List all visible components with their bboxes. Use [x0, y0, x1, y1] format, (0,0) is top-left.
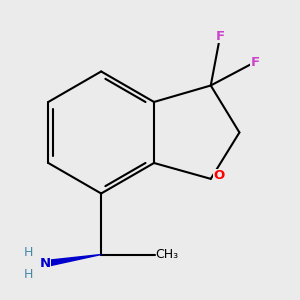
- Text: CH₃: CH₃: [155, 248, 178, 261]
- Text: H: H: [23, 246, 33, 259]
- Text: O: O: [214, 169, 225, 182]
- Polygon shape: [44, 254, 101, 267]
- Text: N: N: [40, 257, 51, 270]
- Text: H: H: [23, 268, 33, 281]
- Text: F: F: [250, 56, 260, 69]
- Text: F: F: [215, 30, 225, 43]
